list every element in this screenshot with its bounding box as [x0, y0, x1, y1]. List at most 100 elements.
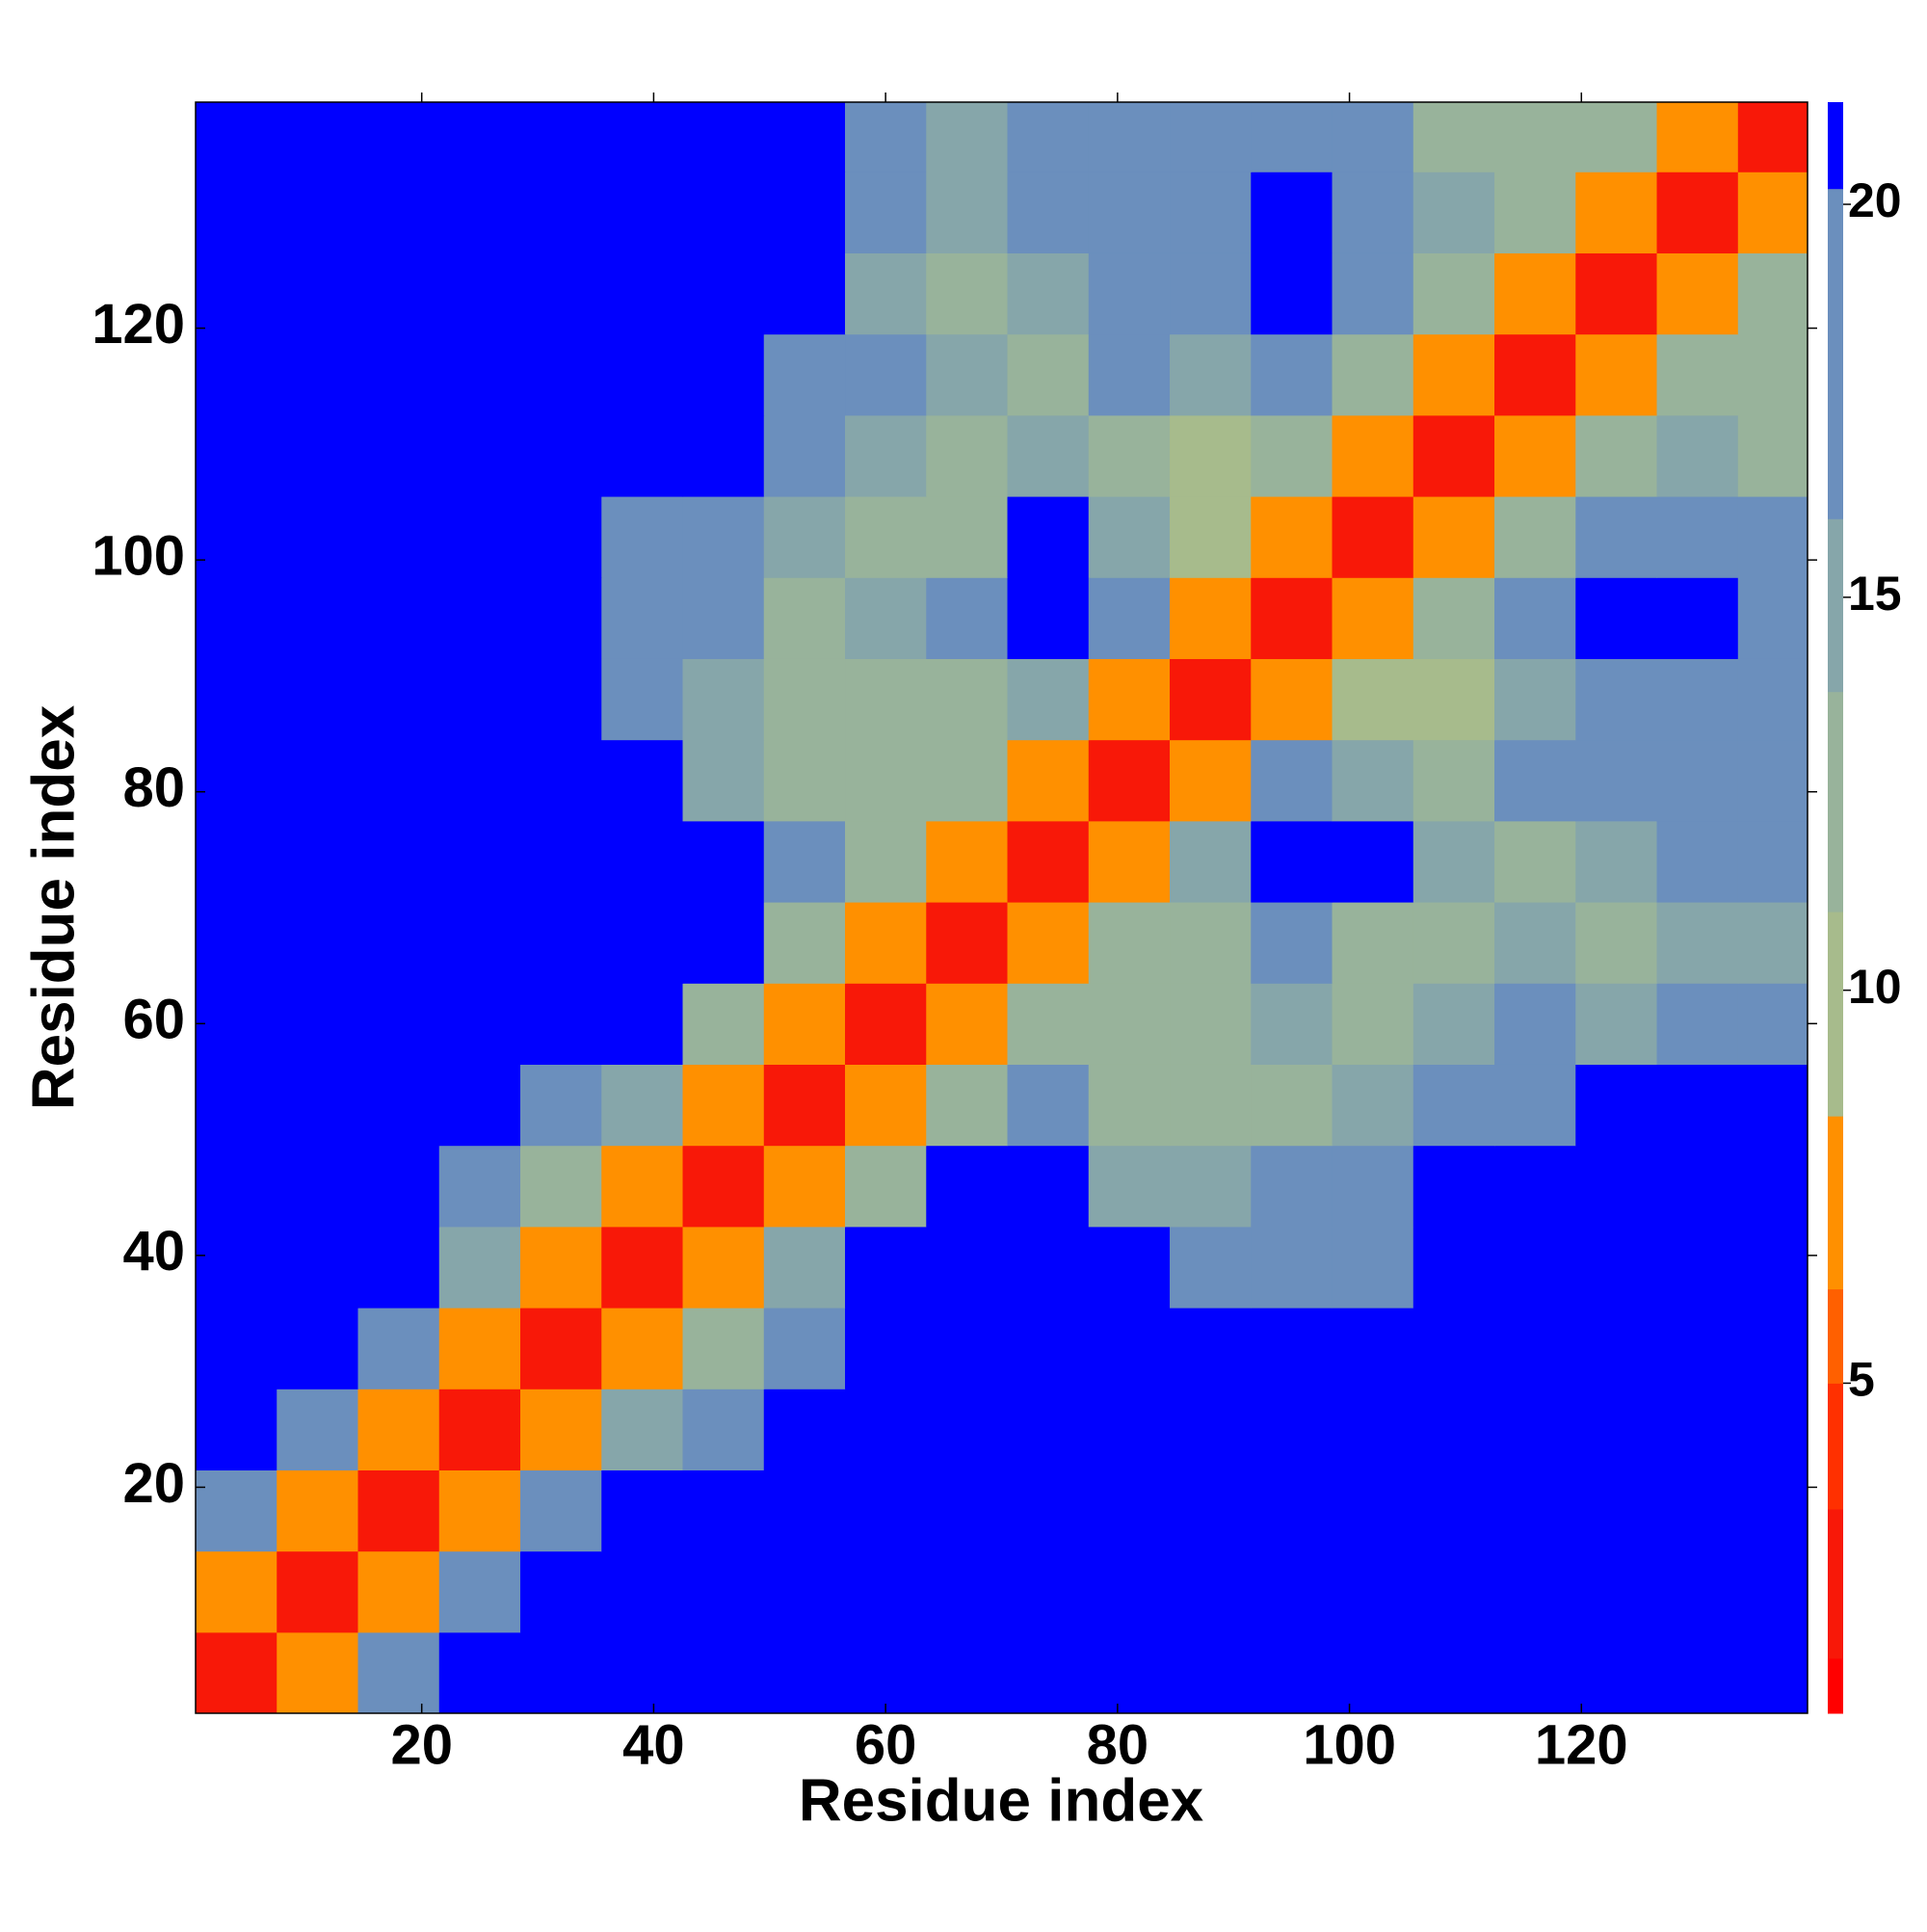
heatmap-cell — [357, 1469, 440, 1552]
heatmap-cell — [1575, 658, 1658, 741]
heatmap-cell — [520, 333, 602, 416]
heatmap-cell — [277, 1307, 359, 1389]
heatmap-cell — [1494, 820, 1576, 903]
heatmap-cell — [682, 577, 765, 659]
heatmap-cell — [438, 495, 521, 578]
heatmap-cell — [1575, 739, 1658, 822]
heatmap-cell — [682, 1389, 765, 1470]
heatmap-cell — [1251, 333, 1333, 416]
heatmap-cell — [1412, 172, 1495, 253]
heatmap-cell — [1251, 1226, 1333, 1309]
heatmap-cell — [1494, 252, 1576, 335]
heatmap-cell — [926, 1389, 1009, 1470]
x-tick-label: 100 — [1303, 1713, 1396, 1776]
heatmap-cell — [1737, 1469, 1808, 1552]
heatmap-cell — [601, 901, 684, 984]
heatmap-cell — [1332, 172, 1414, 253]
heatmap-cell — [357, 1550, 440, 1633]
heatmap-cell — [1251, 1145, 1333, 1228]
heatmap-cell — [682, 172, 765, 253]
heatmap-cell — [763, 1631, 846, 1713]
heatmap-cell — [682, 658, 765, 741]
heatmap-cell — [196, 1145, 277, 1228]
heatmap-cell — [520, 1226, 602, 1309]
heatmap-cell — [196, 1469, 277, 1552]
heatmap-cell — [1575, 1389, 1658, 1470]
heatmap-cell — [926, 901, 1009, 984]
heatmap-cell — [1737, 577, 1808, 659]
heatmap-cell — [357, 1145, 440, 1228]
heatmap-cell — [277, 1389, 359, 1470]
heatmap-cell — [763, 495, 846, 578]
heatmap-cell — [1007, 1550, 1090, 1633]
heatmap-cell — [763, 820, 846, 903]
y-axis-label: Residue index — [20, 704, 87, 1110]
heatmap-cell — [277, 172, 359, 253]
heatmap-cell — [1251, 414, 1333, 497]
colorbar-band — [1828, 1508, 1843, 1659]
heatmap-cell — [926, 333, 1009, 416]
heatmap-cell — [520, 495, 602, 578]
heatmap-cell — [1412, 1631, 1495, 1713]
heatmap-cell — [1251, 252, 1333, 335]
heatmap-cell — [1007, 333, 1090, 416]
heatmap-cell — [1007, 1389, 1090, 1470]
colorbar-band — [1828, 1288, 1843, 1384]
heatmap-cell — [438, 820, 521, 903]
heatmap-cell — [520, 1145, 602, 1228]
heatmap-cell — [520, 1469, 602, 1552]
heatmap-cell — [601, 658, 684, 741]
heatmap-cell — [1575, 1226, 1658, 1309]
heatmap-cell — [438, 1389, 521, 1470]
heatmap-cell — [1494, 739, 1576, 822]
heatmap-cell — [1170, 1631, 1252, 1713]
heatmap-cell — [1251, 1064, 1333, 1147]
heatmap-cell — [1412, 1550, 1495, 1633]
heatmap-cell — [277, 739, 359, 822]
heatmap-cell — [1007, 414, 1090, 497]
plot-frame — [195, 101, 1808, 1714]
heatmap-cell — [682, 901, 765, 984]
heatmap-cell — [845, 1631, 927, 1713]
heatmap-cell — [277, 820, 359, 903]
heatmap-cell — [845, 1389, 927, 1470]
heatmap-cell — [1737, 252, 1808, 335]
heatmap-cell — [1088, 414, 1171, 497]
heatmap-cell — [1007, 577, 1090, 659]
heatmap-cell — [1494, 1389, 1576, 1470]
y-tick-label: 40 — [122, 1220, 185, 1283]
heatmap-cell — [357, 1064, 440, 1147]
heatmap-cell — [1007, 1226, 1090, 1309]
heatmap-cell — [845, 820, 927, 903]
heatmap-cell — [1088, 333, 1171, 416]
heatmap-cell — [196, 172, 277, 253]
heatmap-cell — [1170, 901, 1252, 984]
colorbar-band — [1828, 691, 1843, 913]
heatmap-cell — [682, 739, 765, 822]
heatmap-cell — [1251, 983, 1333, 1065]
heatmap-cell — [1737, 102, 1808, 172]
heatmap-cell — [196, 414, 277, 497]
heatmap-cell — [1088, 658, 1171, 741]
heatmap-cell — [1575, 333, 1658, 416]
heatmap-cell — [601, 1469, 684, 1552]
heatmap-cell — [1007, 495, 1090, 578]
x-tick-label: 20 — [390, 1713, 453, 1776]
heatmap-cell — [196, 1550, 277, 1633]
x-tick-label: 60 — [855, 1713, 917, 1776]
heatmap-cell — [1332, 1389, 1414, 1470]
heatmap-cell — [1575, 172, 1658, 253]
heatmap-cell — [1251, 577, 1333, 659]
heatmap-cell — [601, 1064, 684, 1147]
heatmap-cell — [926, 983, 1009, 1065]
heatmap-cell — [1656, 577, 1739, 659]
heatmap-cell — [1170, 1064, 1252, 1147]
heatmap-cell — [1007, 820, 1090, 903]
heatmap-cell — [601, 495, 684, 578]
heatmap-cell — [196, 983, 277, 1065]
heatmap-cell — [1007, 102, 1090, 172]
heatmap-cell — [1251, 495, 1333, 578]
heatmap-cell — [1251, 1307, 1333, 1389]
colorbar-band — [1828, 518, 1843, 693]
heatmap-cell — [763, 1469, 846, 1552]
